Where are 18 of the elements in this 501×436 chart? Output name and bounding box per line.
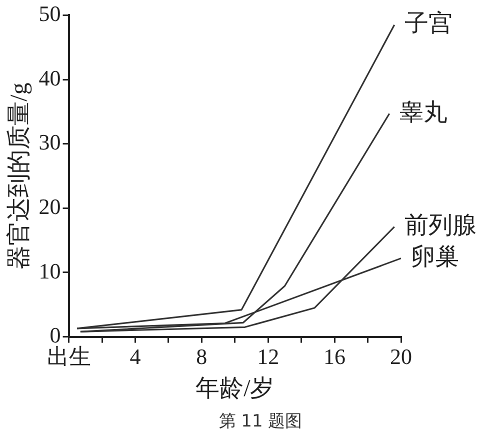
x-tick-label: 12: [257, 344, 280, 369]
x-tick-label: 8: [196, 344, 208, 369]
series-label: 前列腺: [404, 211, 476, 240]
y-tick-label: 40: [38, 65, 61, 90]
x-tick-label: 16: [324, 344, 346, 369]
text: 第 11 题图: [218, 411, 302, 432]
x-axis-title: 年龄/岁: [196, 376, 274, 402]
series-label: 子宫: [404, 9, 452, 38]
y-tick-label: 30: [38, 130, 61, 155]
x-tick-label: 出生: [46, 344, 91, 369]
y-tick-label: 50: [38, 0, 61, 26]
x-tick-label: 20: [390, 344, 412, 369]
series-label: 睾丸: [399, 98, 448, 126]
y-tick-label: 20: [38, 194, 61, 219]
x-tick-label: 4: [130, 344, 141, 369]
series-label: 卵巢: [411, 242, 459, 271]
y-tick-label: 10: [38, 258, 61, 284]
y-axis-title: 器官达到的质量/g: [6, 82, 33, 270]
